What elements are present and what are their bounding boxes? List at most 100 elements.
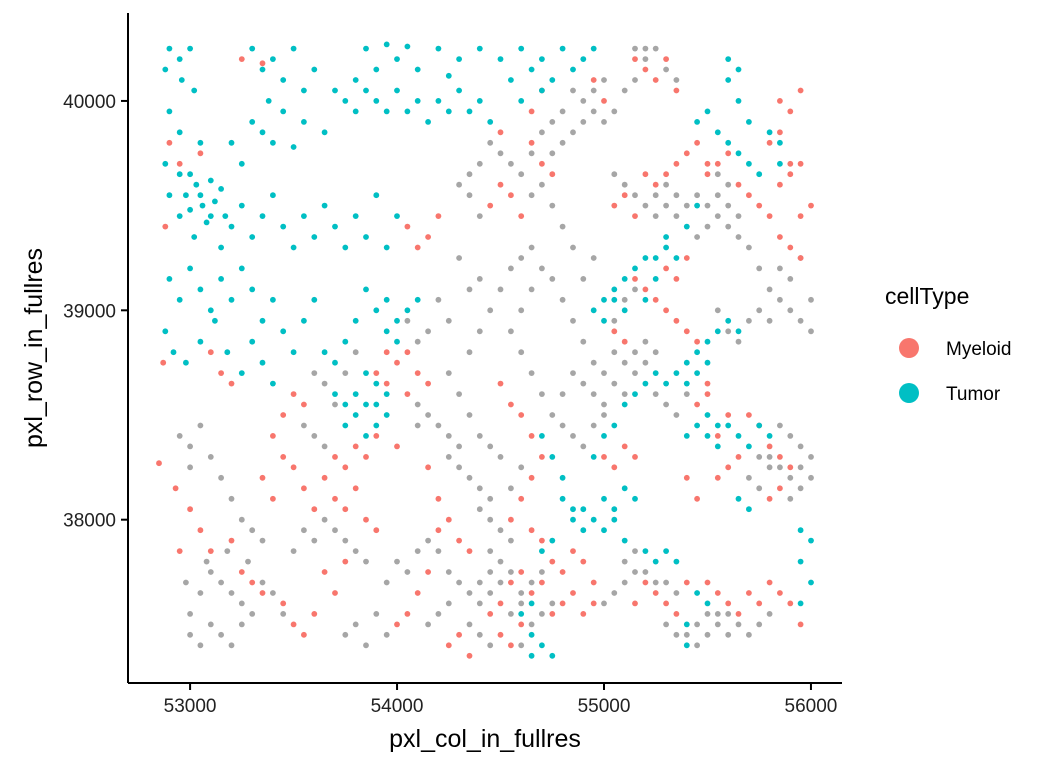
point-myeloid	[808, 202, 814, 209]
point-tumor	[352, 412, 359, 418]
point-other	[518, 642, 525, 649]
point-myeloid	[539, 579, 545, 586]
point-tumor	[735, 433, 742, 439]
point-myeloid	[673, 160, 680, 167]
point-other	[321, 443, 328, 450]
point-myeloid	[508, 401, 514, 408]
point-tumor	[197, 338, 204, 345]
point-myeloid	[394, 621, 400, 628]
point-other	[425, 412, 431, 418]
point-tumor	[694, 590, 700, 596]
point-myeloid	[238, 569, 245, 575]
point-myeloid	[539, 537, 545, 544]
point-other	[290, 548, 297, 554]
point-myeloid	[528, 108, 535, 115]
point-tumor	[342, 244, 349, 251]
point-myeloid	[663, 265, 669, 272]
point-tumor	[197, 139, 204, 146]
point-other	[228, 495, 235, 502]
point-other	[321, 516, 328, 523]
point-tumor	[394, 317, 400, 324]
point-tumor	[518, 611, 525, 617]
point-tumor	[539, 56, 545, 62]
point-other	[487, 642, 494, 649]
point-other	[673, 192, 680, 199]
point-tumor	[621, 307, 628, 314]
point-myeloid	[777, 454, 783, 460]
point-other	[746, 474, 752, 481]
point-other	[435, 422, 442, 429]
point-other	[580, 119, 587, 125]
point-other	[487, 495, 494, 502]
point-myeloid	[259, 474, 266, 481]
point-myeloid	[404, 223, 411, 230]
point-other	[611, 108, 618, 115]
point-myeloid	[249, 579, 256, 586]
point-myeloid	[787, 244, 794, 251]
point-myeloid	[508, 579, 514, 586]
point-myeloid	[497, 380, 504, 387]
point-other	[601, 600, 607, 607]
point-other	[487, 139, 494, 146]
point-myeloid	[725, 600, 732, 607]
point-myeloid	[787, 160, 794, 167]
point-tumor	[238, 265, 245, 272]
point-other	[673, 631, 680, 638]
point-tumor	[352, 77, 359, 83]
point-tumor	[642, 255, 649, 261]
point-myeloid	[497, 600, 504, 607]
point-tumor	[352, 108, 359, 115]
point-myeloid	[694, 401, 700, 408]
point-myeloid	[228, 537, 235, 544]
point-myeloid	[601, 98, 607, 104]
point-other	[497, 286, 504, 293]
point-tumor	[342, 338, 349, 345]
point-tumor	[756, 171, 763, 178]
point-tumor	[435, 45, 442, 52]
point-other	[559, 391, 566, 397]
point-tumor	[352, 317, 359, 324]
point-other	[445, 370, 452, 376]
point-tumor	[259, 66, 266, 73]
legend: cellType Myeloid Tumor	[885, 283, 1011, 405]
point-other	[746, 317, 752, 324]
point-other	[766, 286, 773, 293]
point-myeloid	[735, 181, 742, 188]
point-other	[642, 338, 649, 345]
point-other	[642, 56, 649, 62]
point-tumor	[580, 506, 587, 513]
point-tumor	[290, 144, 297, 150]
point-tumor	[383, 41, 390, 48]
point-other	[559, 139, 566, 146]
point-other	[224, 548, 231, 554]
point-myeloid	[270, 495, 276, 502]
point-tumor	[311, 66, 318, 73]
point-other	[332, 401, 338, 408]
point-tumor	[425, 119, 431, 125]
point-other	[301, 422, 307, 429]
point-tumor	[704, 412, 711, 418]
point-tumor	[332, 391, 338, 397]
y-tick-label: 39000	[63, 301, 116, 322]
point-tumor	[176, 296, 183, 303]
point-tumor	[549, 652, 556, 659]
point-other	[476, 276, 483, 282]
point-myeloid	[746, 192, 752, 199]
point-other	[456, 443, 462, 450]
point-myeloid	[704, 380, 711, 387]
point-myeloid	[518, 621, 525, 628]
point-other	[476, 506, 483, 513]
point-myeloid	[528, 590, 535, 596]
point-myeloid	[797, 213, 804, 220]
point-myeloid	[290, 391, 297, 397]
point-other	[725, 611, 732, 617]
point-tumor	[373, 192, 380, 199]
point-myeloid	[518, 569, 525, 575]
point-tumor	[611, 286, 618, 293]
point-tumor	[456, 87, 462, 94]
point-other	[203, 558, 210, 565]
point-myeloid	[714, 160, 721, 167]
point-myeloid	[445, 642, 452, 649]
point-other	[518, 171, 525, 178]
point-other	[673, 213, 680, 220]
